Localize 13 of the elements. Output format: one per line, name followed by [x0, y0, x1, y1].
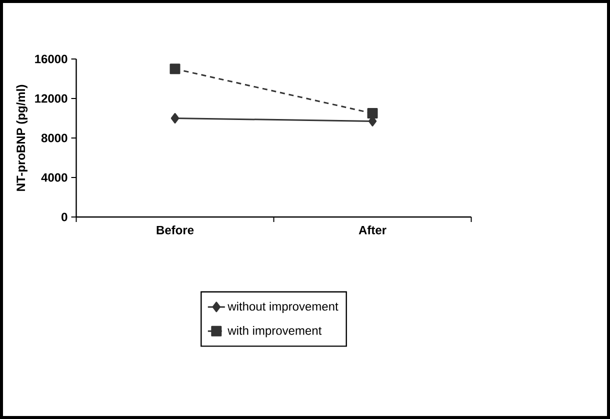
legend-label: with improvement [228, 326, 322, 338]
y-tick-label: 4000 [41, 173, 68, 182]
point [367, 108, 378, 119]
point [170, 64, 180, 74]
y-axis-title: NT-proBNP (pg/ml) [16, 84, 28, 191]
y-tick-label: 12000 [35, 94, 68, 103]
y-tick-label: 0 [62, 212, 68, 222]
x-tick-label: Before [156, 226, 194, 234]
y-tick-label: 8000 [41, 134, 68, 142]
legend-label: without improvement [228, 302, 338, 314]
point [170, 113, 180, 124]
y-tick-label: 16000 [35, 54, 68, 64]
x-tick-label: After [358, 226, 386, 234]
